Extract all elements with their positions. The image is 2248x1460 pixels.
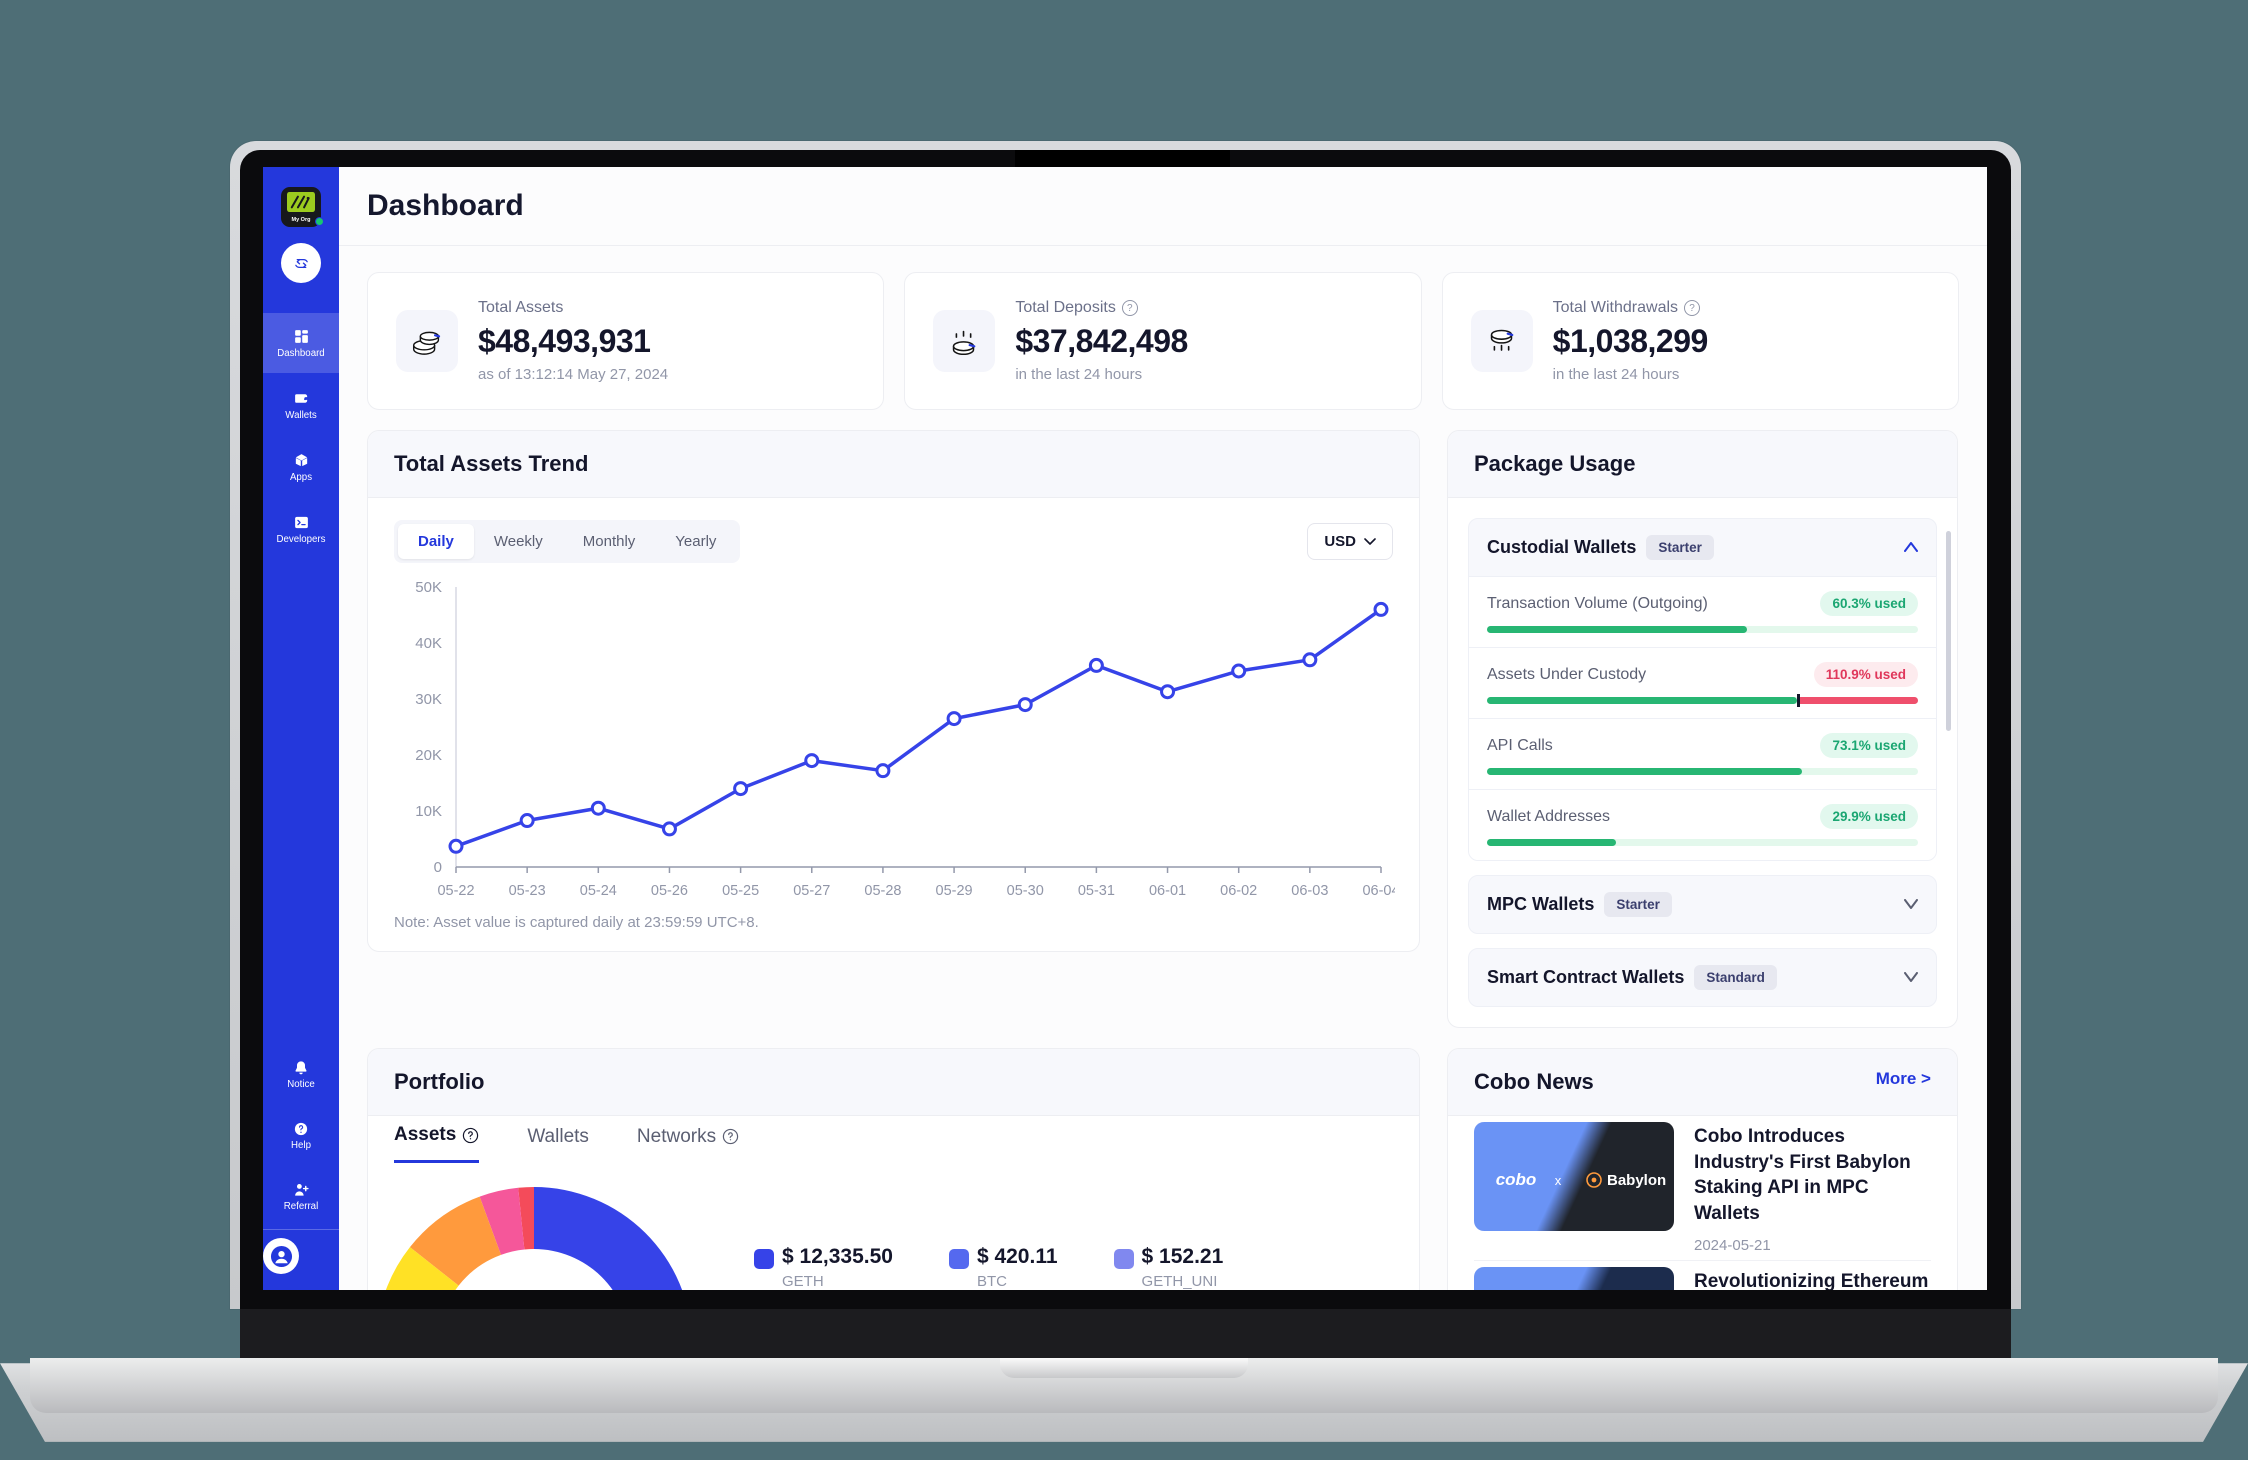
svg-text:30K: 30K [415, 691, 442, 708]
svg-text:x: x [1555, 1173, 1562, 1188]
svg-text:0: 0 [434, 859, 442, 876]
svg-text:05-29: 05-29 [936, 883, 973, 899]
svg-text:50K: 50K [415, 579, 442, 596]
svg-text:20K: 20K [415, 747, 442, 764]
svg-text:10K: 10K [415, 803, 442, 820]
svg-text:05-23: 05-23 [509, 883, 546, 899]
svg-text:06-04: 06-04 [1362, 883, 1395, 899]
svg-text:05-26: 05-26 [651, 883, 688, 899]
svg-text:05-27: 05-27 [793, 883, 830, 899]
svg-text:05-22: 05-22 [437, 883, 474, 899]
svg-text:cobo: cobo [1496, 1170, 1537, 1189]
svg-text:40K: 40K [415, 635, 442, 652]
svg-text:05-28: 05-28 [864, 883, 901, 899]
svg-text:05-25: 05-25 [722, 883, 759, 899]
svg-text:06-02: 06-02 [1220, 883, 1257, 899]
svg-text:06-03: 06-03 [1291, 883, 1328, 899]
svg-text:05-30: 05-30 [1007, 883, 1044, 899]
svg-text:06-01: 06-01 [1149, 883, 1186, 899]
svg-text:Babylon: Babylon [1607, 1172, 1666, 1189]
svg-text:05-24: 05-24 [580, 883, 617, 899]
svg-text:05-31: 05-31 [1078, 883, 1115, 899]
